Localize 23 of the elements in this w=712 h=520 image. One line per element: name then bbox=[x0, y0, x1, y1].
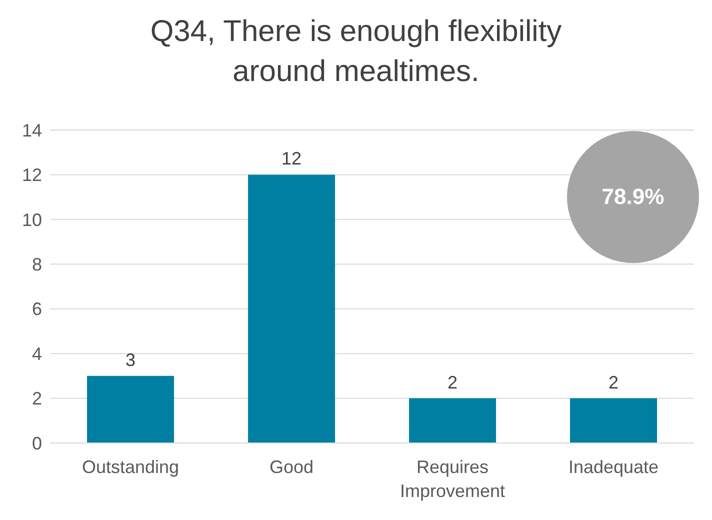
y-tick-label: 10 bbox=[22, 210, 42, 230]
y-tick-label: 0 bbox=[32, 433, 42, 454]
bar bbox=[409, 398, 496, 443]
chart-title: Q34, There is enough flexibility around mealtimes. bbox=[149, 14, 563, 90]
y-tick-label: 6 bbox=[32, 299, 42, 320]
data-label: 2 bbox=[448, 372, 458, 392]
y-tick-label: 8 bbox=[32, 254, 42, 275]
y-tick-label: 14 bbox=[22, 120, 42, 140]
x-tick-label: Requires Improvement bbox=[400, 457, 506, 501]
data-label: 12 bbox=[282, 148, 302, 169]
y-tick-label: 2 bbox=[32, 388, 42, 409]
data-label: 2 bbox=[608, 372, 619, 392]
bar bbox=[570, 398, 658, 443]
y-tick-label: 12 bbox=[22, 165, 42, 186]
x-tick-label: Inadequate bbox=[568, 457, 659, 477]
x-tick-label: Outstanding bbox=[82, 457, 180, 477]
circle-badge: 78.9% bbox=[567, 131, 699, 263]
bar bbox=[248, 174, 336, 443]
x-tick-label: Good bbox=[269, 457, 314, 477]
data-label: 3 bbox=[126, 350, 136, 370]
bar bbox=[87, 376, 174, 443]
annotation: 78.9% bbox=[602, 184, 664, 210]
y-tick-label: 4 bbox=[32, 344, 42, 364]
